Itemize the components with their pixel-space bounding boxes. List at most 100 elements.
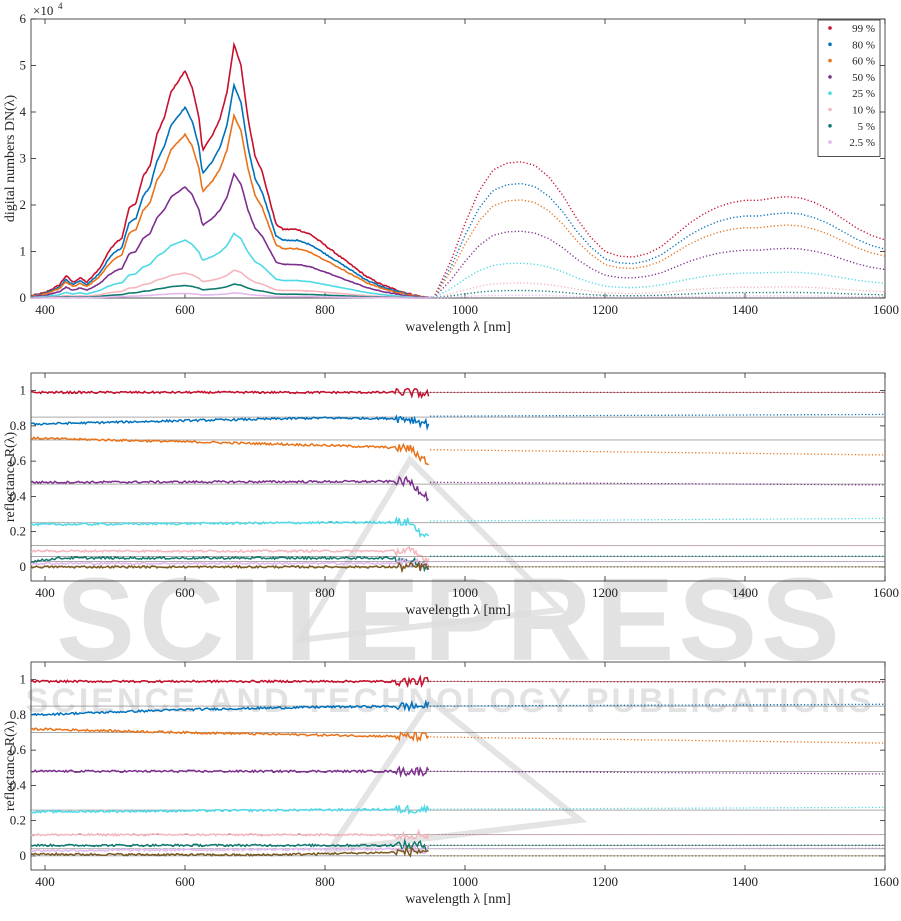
series-line-vis bbox=[30, 475, 430, 502]
series-line-vis bbox=[30, 828, 430, 841]
x-tick-label: 400 bbox=[35, 302, 55, 317]
x-tick-label: 400 bbox=[35, 874, 55, 889]
series-1 bbox=[30, 699, 885, 717]
series-line-vis bbox=[30, 699, 430, 717]
legend-box bbox=[817, 19, 881, 157]
series-5 bbox=[30, 828, 885, 841]
series-line-vis bbox=[30, 112, 433, 299]
series-4 bbox=[30, 515, 885, 538]
x-tick-label: 800 bbox=[315, 585, 335, 600]
legend-marker bbox=[828, 42, 832, 47]
y-tick-label: 3 bbox=[20, 151, 27, 166]
series-6 bbox=[30, 838, 885, 851]
x-axis-label: wavelength λ [nm] bbox=[405, 892, 511, 907]
x-tick-label: 1400 bbox=[732, 585, 758, 600]
series-line-nir bbox=[430, 770, 884, 775]
legend: 99 % 80 % 60 % 50 % 25 % 10 % 5 % 2.5 % bbox=[817, 19, 881, 157]
y-tick-label: 0.8 bbox=[10, 418, 26, 433]
series-line-nir bbox=[430, 517, 884, 522]
x-axis-label: wavelength λ [nm] bbox=[405, 320, 511, 335]
series-line-nir bbox=[430, 413, 884, 417]
series-8 bbox=[30, 845, 885, 858]
legend-marker bbox=[828, 124, 832, 128]
series-line-vis bbox=[30, 556, 430, 570]
y-tick-label: 0 bbox=[20, 290, 27, 305]
series-7 bbox=[30, 556, 885, 570]
y-tick-label: 2 bbox=[20, 197, 27, 212]
y-tick-label: 1 bbox=[20, 244, 27, 259]
series-0 bbox=[30, 674, 885, 689]
panel-reflectance-1: 400 600 800 1000 1200 1400 1600 0 0.2 0.4 0.6 0.8 1 w… bbox=[3, 372, 899, 618]
series-line-nir bbox=[433, 282, 886, 299]
y-tick-label: 0.6 bbox=[10, 453, 27, 468]
x-tick-label: 1000 bbox=[452, 302, 478, 317]
series-6 bbox=[31, 283, 885, 299]
x-tick-label: 1200 bbox=[592, 302, 618, 317]
legend-marker bbox=[828, 91, 832, 95]
y-exponent-label: ×10 bbox=[33, 3, 53, 18]
x-tick-label: 1400 bbox=[732, 874, 758, 889]
x-tick-label: 1600 bbox=[873, 585, 899, 600]
axes-frame bbox=[30, 372, 886, 582]
series-7 bbox=[30, 844, 885, 855]
series-line-vis bbox=[30, 560, 430, 574]
series-line-vis bbox=[30, 232, 433, 299]
y-tick-label: 0.4 bbox=[10, 488, 27, 503]
series-line-vis bbox=[30, 414, 430, 431]
series-line-vis bbox=[30, 727, 430, 743]
panel-reflectance-2: 400 600 800 1000 1200 1400 1600 0 0.2 0.4 0.6 0.8 1 w… bbox=[3, 661, 899, 907]
legend-entry: 60 % bbox=[852, 56, 875, 68]
y-tick-label: 0.8 bbox=[10, 707, 26, 722]
y-axis-label: digital numbers DN(λ) bbox=[3, 95, 18, 223]
series-line-nir bbox=[432, 199, 886, 299]
series-line-nir bbox=[430, 736, 884, 744]
x-tick-label: 1400 bbox=[732, 302, 758, 317]
legend-entry: 80 % bbox=[852, 39, 875, 51]
x-axis-label: wavelength λ [nm] bbox=[405, 603, 511, 618]
series-2 bbox=[30, 436, 885, 466]
series-line-vis bbox=[30, 545, 430, 565]
y-tick-label: 4 bbox=[20, 104, 27, 119]
legend-marker bbox=[828, 58, 832, 63]
x-tick-label: 1600 bbox=[873, 874, 899, 889]
series-3 bbox=[30, 172, 886, 299]
series-line-vis bbox=[30, 387, 430, 400]
series-line-vis bbox=[30, 803, 430, 815]
y-tick-label: 5 bbox=[20, 58, 27, 73]
series-line-vis bbox=[31, 269, 433, 299]
watermark-triangle-2 bbox=[323, 695, 588, 854]
y-exponent-power: 4 bbox=[58, 1, 63, 11]
series-line-vis bbox=[30, 844, 430, 855]
x-tick-label: 600 bbox=[175, 585, 195, 600]
axes-frame bbox=[30, 661, 886, 871]
x-tick-label: 800 bbox=[315, 874, 335, 889]
x-tick-label: 1200 bbox=[592, 874, 618, 889]
series-line-nir bbox=[433, 294, 885, 299]
legend-marker bbox=[828, 140, 832, 144]
series-line-nir bbox=[432, 230, 886, 299]
y-tick-label: 0.2 bbox=[10, 813, 26, 828]
series-line-vis bbox=[30, 41, 433, 299]
series-line-nir bbox=[430, 806, 884, 810]
y-tick-label: 0.2 bbox=[10, 524, 26, 539]
legend-entry: 99 % bbox=[852, 23, 875, 35]
series-line-vis bbox=[30, 172, 433, 299]
legend-marker bbox=[828, 26, 832, 30]
series-line-vis bbox=[30, 555, 430, 573]
series-6 bbox=[30, 555, 885, 573]
x-tick-label: 1000 bbox=[452, 585, 478, 600]
series-0 bbox=[30, 387, 885, 400]
y-tick-label: 0.6 bbox=[10, 742, 27, 757]
series-line-nir bbox=[430, 703, 884, 707]
series-8 bbox=[30, 560, 885, 574]
series-line-nir bbox=[433, 262, 886, 299]
legend-entry: 50 % bbox=[852, 72, 875, 84]
x-tick-label: 400 bbox=[35, 585, 55, 600]
series-5 bbox=[31, 269, 886, 299]
x-tick-label: 1200 bbox=[592, 585, 618, 600]
series-line-nir bbox=[433, 289, 885, 299]
y-axis-label: reflectance R(λ) bbox=[3, 720, 18, 811]
y-tick-label: 0 bbox=[20, 559, 27, 574]
